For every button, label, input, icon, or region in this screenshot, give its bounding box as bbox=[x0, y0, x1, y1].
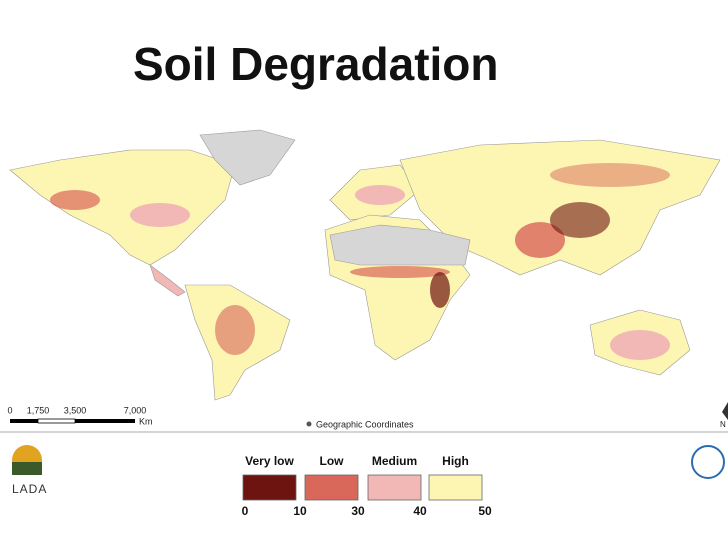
patch bbox=[550, 202, 610, 238]
north-america bbox=[9, 149, 236, 266]
patch bbox=[215, 305, 255, 355]
logo-ground bbox=[12, 462, 42, 475]
patch bbox=[50, 190, 100, 210]
coordinates-marker bbox=[306, 421, 312, 427]
legend-break: 10 bbox=[293, 504, 307, 518]
patch bbox=[515, 222, 565, 258]
degradation-patches bbox=[50, 163, 670, 360]
coordinates-note: Geographic Coordinates bbox=[316, 419, 414, 429]
legend-label: Very low bbox=[245, 454, 294, 468]
north-label: N bbox=[720, 420, 726, 429]
patch bbox=[550, 163, 670, 187]
legend-label: Medium bbox=[372, 454, 417, 468]
legend-break: 30 bbox=[351, 504, 365, 518]
legend-break: 40 bbox=[413, 504, 427, 518]
world-map bbox=[9, 129, 721, 401]
scale-segment bbox=[75, 419, 135, 423]
legend-label: Low bbox=[320, 454, 345, 468]
patch bbox=[355, 185, 405, 205]
slide-title: Soil Degradation bbox=[133, 38, 498, 90]
legend-break: 50 bbox=[478, 504, 492, 518]
legend-swatch bbox=[428, 474, 483, 501]
legend-label: High bbox=[442, 454, 469, 468]
scale-label: 0 bbox=[7, 405, 12, 415]
central-america bbox=[149, 264, 186, 297]
logo-text: LADA bbox=[12, 482, 47, 496]
scale-label: 3,500 bbox=[64, 405, 87, 415]
logo-ring bbox=[691, 445, 725, 479]
scale-segment bbox=[37, 418, 76, 424]
patch bbox=[350, 266, 450, 278]
greenland bbox=[199, 129, 296, 186]
north-arrow bbox=[722, 402, 728, 420]
patch bbox=[430, 272, 450, 308]
legend-swatch bbox=[242, 474, 297, 501]
legend-swatch bbox=[304, 474, 359, 501]
scale-label: 7,000 bbox=[124, 405, 147, 415]
patch bbox=[130, 203, 190, 227]
scale-unit: Km bbox=[139, 416, 153, 426]
lada-logo bbox=[12, 445, 42, 475]
fao-logo bbox=[691, 445, 725, 479]
legend-break: 0 bbox=[242, 504, 249, 518]
scale-label: 1,750 bbox=[27, 405, 50, 415]
scale-bar bbox=[10, 418, 135, 424]
desert bbox=[329, 224, 471, 266]
patch bbox=[610, 330, 670, 360]
legend-swatch bbox=[367, 474, 422, 501]
scale-segment bbox=[10, 419, 38, 423]
